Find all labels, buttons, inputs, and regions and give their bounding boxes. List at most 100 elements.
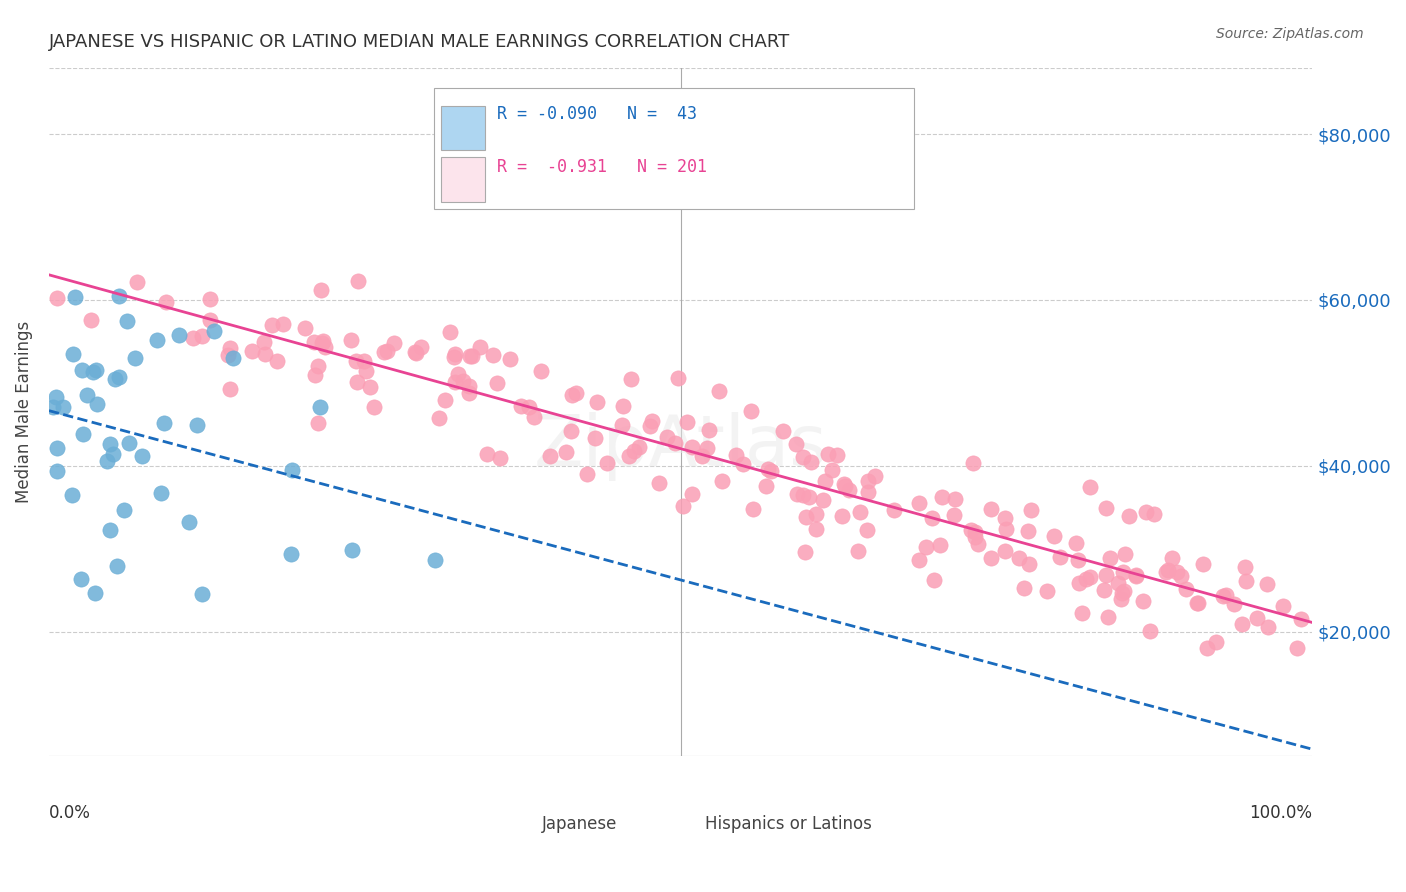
FancyBboxPatch shape xyxy=(510,790,538,816)
Point xyxy=(112,503,135,517)
Point xyxy=(921,511,943,525)
Point xyxy=(1018,557,1040,571)
Point xyxy=(1019,503,1042,517)
Point xyxy=(697,423,720,437)
Point xyxy=(186,417,208,432)
Point xyxy=(959,523,981,537)
Point xyxy=(253,347,276,361)
Point xyxy=(108,370,131,384)
Point xyxy=(1078,570,1101,584)
Point xyxy=(1111,591,1133,606)
Point xyxy=(191,329,214,343)
Point xyxy=(443,350,465,364)
Point xyxy=(733,457,755,471)
Point xyxy=(45,291,67,305)
Point xyxy=(915,540,938,554)
Point xyxy=(980,551,1002,566)
Point xyxy=(980,502,1002,516)
Point xyxy=(1187,596,1209,610)
Point xyxy=(664,435,686,450)
Point xyxy=(280,547,302,561)
Point xyxy=(60,488,83,502)
Point xyxy=(307,416,329,430)
Point xyxy=(1234,560,1257,574)
Text: ZipAtlas: ZipAtlas xyxy=(534,412,828,481)
Point xyxy=(865,468,887,483)
Point xyxy=(1205,635,1227,649)
Point xyxy=(794,509,817,524)
Point xyxy=(814,475,837,489)
Point xyxy=(105,558,128,573)
Point xyxy=(314,340,336,354)
Point xyxy=(1067,576,1090,591)
Point xyxy=(1008,550,1031,565)
Point xyxy=(457,385,479,400)
Point xyxy=(962,456,984,470)
Point xyxy=(294,321,316,335)
Point xyxy=(825,448,848,462)
Point xyxy=(103,372,125,386)
Point xyxy=(1166,566,1188,580)
Point xyxy=(1212,589,1234,603)
Point xyxy=(648,475,671,490)
Point xyxy=(509,399,531,413)
Point xyxy=(353,354,375,368)
Point xyxy=(638,418,661,433)
Point xyxy=(427,410,450,425)
Point xyxy=(115,314,138,328)
Point xyxy=(641,413,664,427)
Point xyxy=(302,334,325,349)
Point xyxy=(612,399,634,413)
Point xyxy=(82,365,104,379)
Point xyxy=(72,426,94,441)
Point xyxy=(124,351,146,366)
Point xyxy=(1125,569,1147,583)
Point xyxy=(340,333,363,347)
Point xyxy=(457,379,479,393)
Point xyxy=(627,441,650,455)
Point xyxy=(538,450,561,464)
Point xyxy=(907,496,929,510)
Point xyxy=(271,317,294,331)
Point xyxy=(1285,641,1308,656)
Point xyxy=(772,424,794,438)
Point xyxy=(755,478,778,492)
Point xyxy=(253,334,276,349)
Text: JAPANESE VS HISPANIC OR LATINO MEDIAN MALE EARNINGS CORRELATION CHART: JAPANESE VS HISPANIC OR LATINO MEDIAN MA… xyxy=(49,33,790,51)
Point xyxy=(1246,611,1268,625)
Point xyxy=(1076,572,1098,586)
Point xyxy=(759,464,782,478)
Point xyxy=(831,508,853,523)
Point xyxy=(108,289,131,303)
Point xyxy=(359,380,381,394)
Point xyxy=(363,400,385,414)
Point xyxy=(62,347,84,361)
Point xyxy=(785,437,807,451)
Point xyxy=(167,328,190,343)
Point xyxy=(1092,583,1115,598)
Point xyxy=(929,538,952,552)
Point xyxy=(931,490,953,504)
Point xyxy=(86,397,108,411)
Point xyxy=(690,450,713,464)
Point xyxy=(529,364,551,378)
Point xyxy=(742,502,765,516)
Point xyxy=(191,587,214,601)
Point xyxy=(1170,569,1192,583)
Point xyxy=(354,364,377,378)
Point xyxy=(555,445,578,459)
Point xyxy=(1066,536,1088,550)
Point xyxy=(70,363,93,377)
Point xyxy=(943,492,966,507)
Point xyxy=(499,351,522,366)
Point xyxy=(560,424,582,438)
Point xyxy=(340,542,363,557)
Point xyxy=(883,503,905,517)
Point xyxy=(281,463,304,477)
Point xyxy=(832,476,855,491)
Point xyxy=(756,461,779,475)
Point xyxy=(709,384,731,399)
Point xyxy=(794,545,817,559)
FancyBboxPatch shape xyxy=(440,105,485,150)
Point xyxy=(994,511,1017,525)
